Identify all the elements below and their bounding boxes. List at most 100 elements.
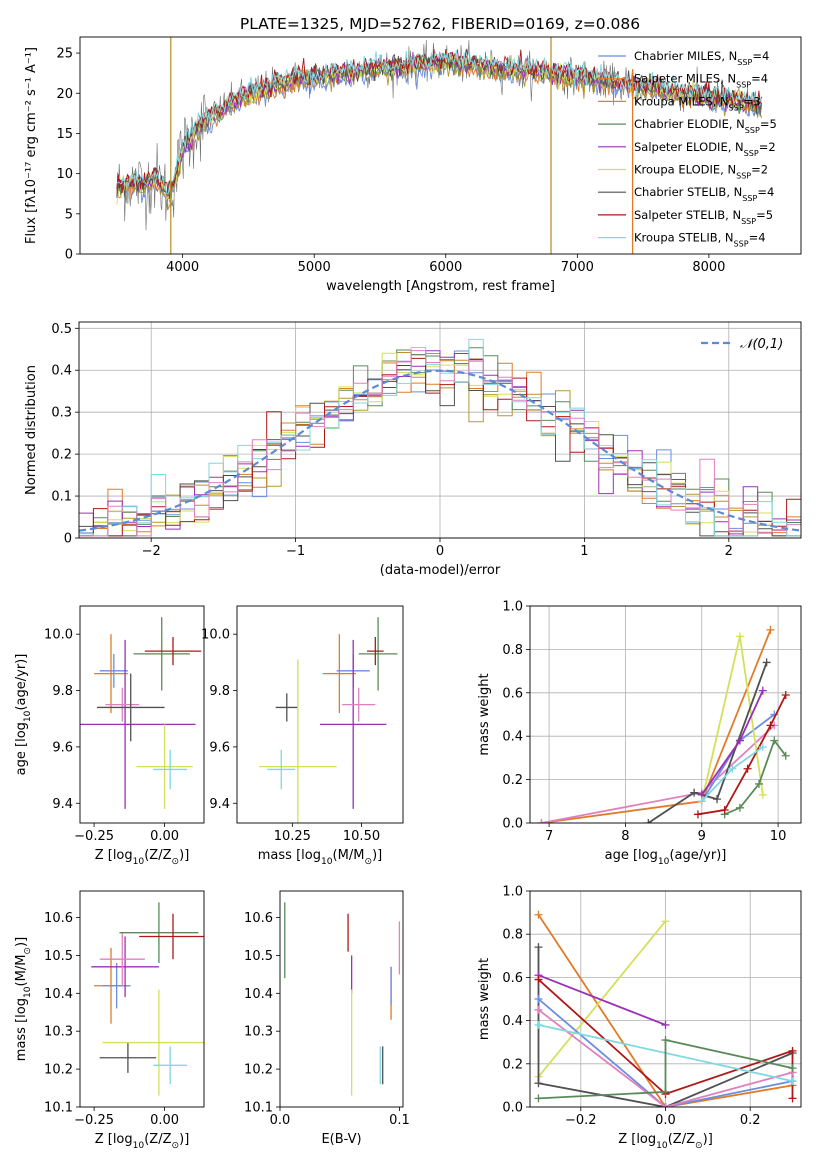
weight-marker <box>534 943 543 952</box>
plot-area <box>116 37 762 254</box>
weight-marker <box>534 995 543 1003</box>
legend-label: Chabrier STELIB, NSSP=4 <box>634 185 774 203</box>
plot-area <box>79 338 801 537</box>
x-tick-label: 0.1 <box>389 1113 410 1128</box>
x-tick-label: 5000 <box>298 260 331 275</box>
histogram-axes: −2 −1 0 1 2 0 0.1 0.2 0.3 0.4 0.5 (data-model)/erro… <box>24 321 802 578</box>
y-tick-label: 10.1 <box>244 1101 273 1116</box>
weight-marker <box>735 632 744 641</box>
y-axis-label: age [log10(age/yr)] <box>14 654 33 776</box>
axes-frame <box>236 605 404 824</box>
x-axis-label: mass [log10(M/M⊙)] <box>258 848 382 867</box>
mass-vs-extinction-axes: 0.0 0.1 10.1 10.2 10.3 10.4 10.5 10.6 E(B-V) <box>244 890 410 1147</box>
x-axis-label: age [log10(age/yr)] <box>605 848 727 867</box>
weight-marker <box>762 658 771 667</box>
weight-line <box>538 1038 793 1100</box>
weight-marker <box>728 764 737 773</box>
axes-frame <box>279 890 404 1108</box>
histogram-steps <box>79 350 801 535</box>
x-tick-label: 10.25 <box>274 829 311 844</box>
weight-line <box>647 662 768 823</box>
model-spectrum-line <box>116 49 762 194</box>
y-axis-label: Normed distribution <box>24 365 39 495</box>
y-tick-label: 9.8 <box>52 684 73 699</box>
x-tick-label: 0 <box>436 544 444 559</box>
weight-marker <box>788 1094 797 1103</box>
x-tick-label: 0.00 <box>150 829 179 844</box>
weight-marker <box>743 764 752 773</box>
x-axis-label: Z [log10(Z/Z⊙)] <box>95 1132 190 1151</box>
y-tick-label: 0.6 <box>502 971 523 986</box>
x-tick-label: 7 <box>545 829 553 844</box>
legend-label: Chabrier ELODIE, NSSP=5 <box>634 117 777 135</box>
y-tick-label: 0.0 <box>502 817 523 832</box>
y-tick-label: 1.0 <box>502 885 523 900</box>
weight-marker <box>661 1020 670 1029</box>
x-tick-label: 1 <box>580 544 588 559</box>
legend-label: Kroupa MILES, NSSP=3 <box>634 94 761 112</box>
x-axis-label: Z [log10(Z/Z⊙)] <box>618 1132 713 1151</box>
age-vs-metallicity-axes: −0.25 0.00 9.4 9.6 9.8 10.0 Z [log10(Z/Z⊙)] age… <box>14 605 205 867</box>
y-tick-label: 0.4 <box>502 730 523 745</box>
y-tick-label: 10.2 <box>244 1063 273 1078</box>
x-axis-label: (data-model)/error <box>380 563 501 578</box>
weight-marker <box>661 1103 670 1107</box>
x-tick-label: 0.0 <box>270 1113 291 1128</box>
x-tick-label: −1 <box>286 544 305 559</box>
plot-area <box>259 617 398 823</box>
weight-line <box>537 914 793 1107</box>
weight-marker <box>690 788 699 797</box>
axes-frame <box>79 36 802 255</box>
x-tick-label: 4000 <box>166 260 199 275</box>
legend-label: Kroupa STELIB, NSSP=4 <box>634 231 766 249</box>
x-tick-label: 0.00 <box>150 1113 179 1128</box>
x-tick-label: −2 <box>142 544 161 559</box>
y-tick-label: 9.6 <box>209 740 230 755</box>
y-tick-label: 20 <box>56 87 73 102</box>
mass-weight-vs-age-axes: 7 8 9 10 0.0 0.2 0.4 0.6 0.8 1.0 age [log10(age/yr… <box>477 600 802 867</box>
x-axis-label: E(B-V) <box>321 1132 361 1147</box>
y-tick-label: 9.8 <box>209 684 230 699</box>
y-tick-label: 25 <box>56 47 73 62</box>
weight-marker <box>534 975 543 984</box>
plot-area <box>80 617 202 809</box>
y-axis-label: mass [log10(M/M⊙)] <box>14 937 33 1061</box>
mass-weight-vs-metallicity-axes: −0.2 0.0 0.2 0.0 0.2 0.4 0.6 0.8 1.0 Z [log10(Z/Z… <box>477 885 802 1151</box>
weight-marker <box>788 1064 797 1073</box>
y-tick-label: 0.8 <box>502 643 523 658</box>
weight-marker <box>788 1046 797 1055</box>
y-tick-label: 10 <box>56 167 73 182</box>
x-axis-label: Z [log10(Z/Z⊙)] <box>95 848 190 867</box>
x-tick-label: 6000 <box>429 260 462 275</box>
y-tick-label: 0.5 <box>51 322 72 337</box>
x-tick-label: 7000 <box>561 260 594 275</box>
weight-marker <box>661 1036 670 1045</box>
y-tick-label: 0 <box>64 532 72 547</box>
histogram-steps <box>79 357 801 537</box>
weight-marker <box>781 751 790 760</box>
y-tick-label: 10.6 <box>44 911 73 926</box>
weight-marker <box>644 819 653 823</box>
weight-marker <box>770 736 779 745</box>
weight-marker <box>534 1094 543 1103</box>
plot-area <box>534 910 797 1107</box>
weight-marker <box>735 736 744 745</box>
x-tick-label: 2 <box>725 544 733 559</box>
weight-marker <box>661 917 670 926</box>
y-tick-label: 10.0 <box>201 628 230 643</box>
y-tick-label: 5 <box>65 207 73 222</box>
legend-label: Kroupa ELODIE, NSSP=2 <box>634 163 768 181</box>
x-tick-label: 0.0 <box>655 1113 676 1128</box>
mass-vs-metallicity-axes: −0.25 0.00 10.1 10.2 10.3 10.4 10.5 10.6 Z [log1… <box>14 890 205 1151</box>
weight-marker <box>766 625 775 634</box>
y-tick-label: 9.4 <box>209 797 230 812</box>
weight-marker <box>661 1087 670 1096</box>
y-tick-label: 10.4 <box>44 987 73 1002</box>
y-axis-label: Flux [fλ10⁻¹⁷ erg cm⁻² s⁻¹ A⁻¹] <box>24 47 39 244</box>
weight-marker <box>713 795 722 804</box>
legend-label: Salpeter MILES, NSSP=4 <box>634 72 768 90</box>
x-axis-label: wavelength [Angstrom, rest frame] <box>326 279 555 294</box>
y-tick-label: 0.4 <box>502 1014 523 1029</box>
y-tick-label: 10.3 <box>44 1025 73 1040</box>
